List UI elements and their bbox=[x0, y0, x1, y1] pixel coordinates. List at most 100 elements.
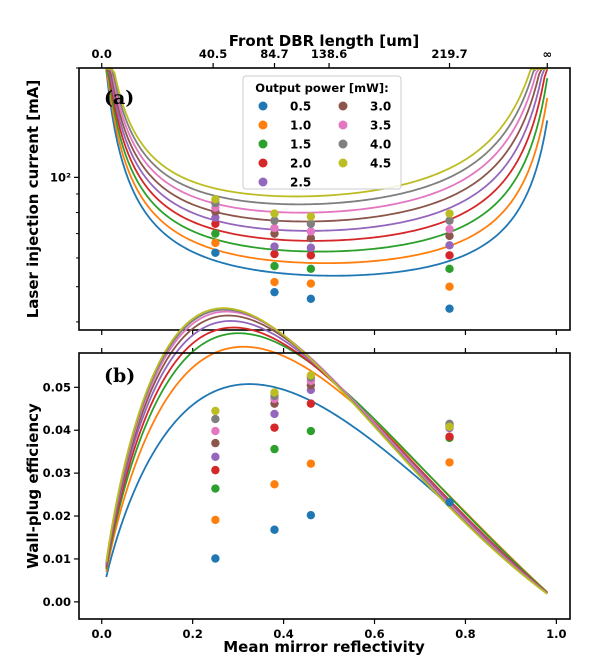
panel-b-data-point bbox=[445, 498, 454, 507]
panel-b-data-point bbox=[211, 438, 220, 448]
panel-b-data-point bbox=[270, 525, 279, 534]
panel-b-data-point bbox=[270, 423, 279, 432]
panel-b-y-tick-label: 0.02 bbox=[43, 509, 71, 523]
legend-marker bbox=[258, 177, 268, 187]
legend-entry-label: 4.5 bbox=[370, 157, 391, 171]
panel-b-x-tick-label: 0.6 bbox=[364, 627, 384, 641]
panel-b: 0.0 0.2 0.4 0.6 0.8 1.0 0.00 0.01 0.02 0.03 0.04 0.… bbox=[24, 307, 571, 656]
panel-a-data-point bbox=[211, 195, 220, 204]
panel-b-data-point bbox=[211, 414, 220, 424]
panel-b-data-point bbox=[211, 426, 220, 436]
panel-b-x-tick-label: 1.0 bbox=[546, 627, 566, 641]
panel-b-y-axis-label: Wall-plug efficiency bbox=[24, 403, 42, 569]
panel-b-data-point bbox=[270, 480, 279, 489]
panel-b-data-point bbox=[306, 371, 316, 380]
panel-a-series-line bbox=[105, 68, 549, 253]
panel-a-data-point bbox=[306, 279, 316, 288]
panel-a-data-point bbox=[445, 241, 454, 250]
panel-a-series-line bbox=[106, 68, 548, 206]
panel-b-data-point bbox=[306, 510, 316, 520]
legend-marker bbox=[258, 101, 268, 111]
panel-a-markers bbox=[211, 195, 454, 313]
panel-b-markers bbox=[211, 371, 454, 563]
panel-a-data-point bbox=[270, 261, 279, 271]
top-tick-label: 0.0 bbox=[92, 47, 112, 61]
legend-marker bbox=[258, 120, 268, 130]
panel-b-y-tick-label: 0.03 bbox=[43, 466, 71, 480]
panel-a-data-point bbox=[270, 216, 279, 225]
panel-b-x-tick-label: 0.0 bbox=[92, 627, 112, 641]
panel-b-data-point bbox=[306, 399, 316, 408]
panel-b-x-tick-label: 0.4 bbox=[273, 627, 293, 641]
panel-a-data-point bbox=[445, 216, 454, 225]
panel-a-series-line bbox=[106, 68, 548, 214]
panel-a-series-line bbox=[105, 68, 549, 265]
legend-marker bbox=[338, 139, 348, 149]
panel-a-data-point bbox=[306, 227, 316, 236]
panel-a-data-point bbox=[445, 224, 454, 234]
panel-b-series-line bbox=[105, 307, 548, 595]
panel-b-ticks: 0.0 0.2 0.4 0.6 0.8 1.0 0.00 0.01 0.02 0.03 0.04 0.… bbox=[43, 348, 567, 641]
panel-a-series-line bbox=[106, 68, 548, 198]
panel-b-x-tick-label: 0.8 bbox=[455, 627, 475, 641]
legend-marker bbox=[338, 101, 348, 111]
panel-b-frame bbox=[78, 352, 571, 620]
panel-b-series-line bbox=[105, 345, 548, 593]
panel-b-y-tick-label: 0.00 bbox=[43, 595, 71, 609]
panel-a-frame bbox=[78, 67, 571, 331]
panel-a-data-point bbox=[445, 251, 454, 260]
panel-a: 0.0 40.5 84.7 138.6 219.7 ∞ 10² (a) Front DBR … bbox=[24, 32, 571, 335]
panel-a-data-point bbox=[211, 229, 220, 238]
panel-a-data-point bbox=[270, 223, 279, 233]
panel-a-series-line bbox=[105, 69, 549, 277]
panel-a-data-point bbox=[270, 242, 279, 251]
panel-b-y-tick-label: 0.01 bbox=[43, 552, 71, 566]
panel-b-y-tick-label: 0.04 bbox=[43, 423, 71, 437]
legend-title: Output power [mW]: bbox=[255, 81, 388, 95]
panel-b-series-line bbox=[105, 383, 548, 594]
legend-box bbox=[242, 75, 402, 190]
legend-marker bbox=[338, 120, 348, 130]
panel-a-data-point bbox=[270, 249, 279, 259]
panel-a-data-point bbox=[211, 213, 220, 222]
panel-b-series-line bbox=[105, 326, 548, 594]
panel-b-data-point bbox=[270, 444, 279, 454]
panel-b-data-point bbox=[306, 426, 316, 436]
legend-entry-label: 4.0 bbox=[370, 138, 391, 152]
top-tick-label: 84.7 bbox=[260, 47, 288, 61]
panel-a-series-line bbox=[105, 68, 549, 242]
panel-a-data-point bbox=[270, 287, 279, 297]
panel-a-data-point bbox=[306, 294, 316, 304]
panel-a-data-point bbox=[211, 238, 220, 248]
panel-a-data-point bbox=[211, 248, 220, 257]
panel-b-data-point bbox=[445, 422, 454, 431]
legend-entry-label: 2.5 bbox=[290, 176, 311, 190]
panel-a-y-axis-label: Laser injection current [mA] bbox=[24, 80, 42, 319]
panel-a-label: (a) bbox=[104, 87, 134, 109]
top-tick-label: 40.5 bbox=[199, 47, 227, 61]
panel-a-y-tick-label: 10² bbox=[50, 170, 71, 184]
panel-a-data-point bbox=[306, 251, 316, 260]
panel-b-y-tick-label: 0.05 bbox=[43, 380, 71, 394]
legend-entry-label: 2.0 bbox=[290, 157, 311, 171]
panel-a-data-point bbox=[445, 282, 454, 291]
legend-entry-label: 0.5 bbox=[290, 100, 311, 114]
legend-marker bbox=[258, 158, 268, 168]
panel-a-data-point bbox=[306, 243, 316, 252]
legend-entry-label: 3.5 bbox=[370, 119, 391, 133]
panel-b-curves bbox=[105, 307, 548, 595]
panel-a-data-point bbox=[306, 219, 316, 228]
panel-a-data-point bbox=[306, 264, 316, 274]
legend-entry-label: 3.0 bbox=[370, 100, 391, 114]
panel-b-data-point bbox=[270, 388, 279, 397]
panel-b-data-point bbox=[445, 432, 454, 441]
panel-b-x-axis-label: Mean mirror reflectivity bbox=[223, 638, 425, 656]
top-tick-label: 219.7 bbox=[431, 47, 467, 61]
legend-entry-label: 1.5 bbox=[290, 138, 311, 152]
panel-a-series-line bbox=[106, 68, 548, 232]
panel-a-data-point bbox=[270, 209, 279, 218]
panel-b-data-point bbox=[270, 409, 279, 419]
panel-b-data-point bbox=[211, 515, 220, 525]
panel-b-series-line bbox=[105, 310, 548, 595]
